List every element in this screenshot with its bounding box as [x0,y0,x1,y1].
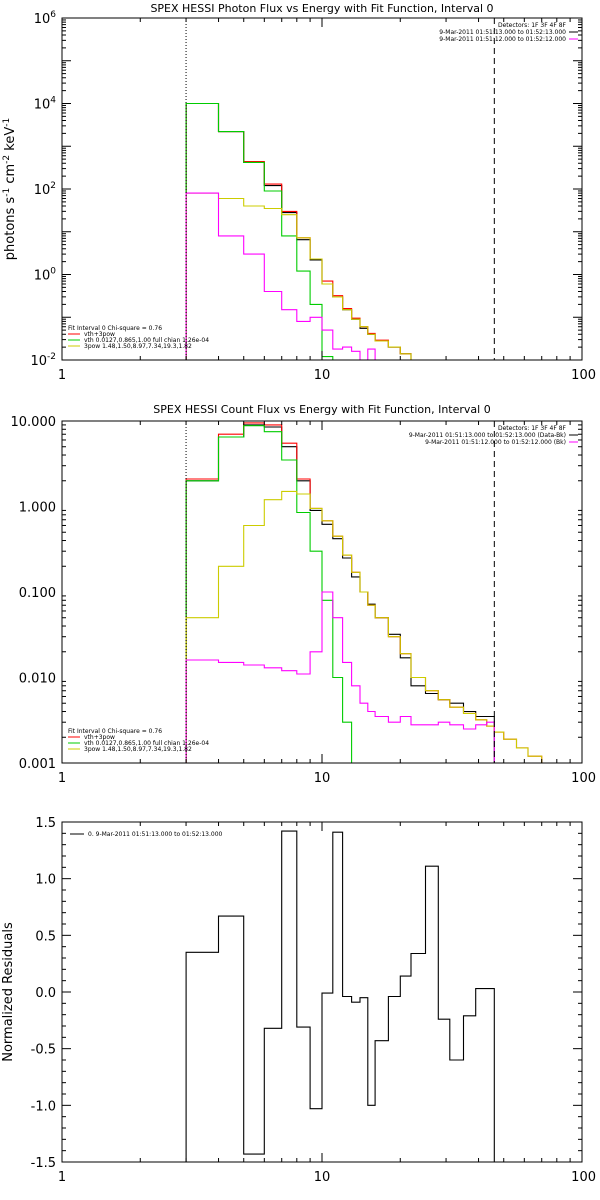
photon-flux-y-tick-label: 104 [34,96,57,113]
count-flux-legend-top-right-text: 9-Mar-2011 01:51:13.000 to 01:52:13.000 … [409,432,566,439]
count-flux-y-tick-label: 10.000 [11,415,57,430]
count-flux-x-tick-label: 100 [571,771,596,786]
photon-flux-legend-entry: vth+3pow [84,331,115,338]
count-flux-series [185,422,554,764]
photon-flux-xticks: 1 10 100 [58,18,596,383]
residuals-x-tick-label: 100 [571,1170,596,1185]
count-flux-x-tick-label: 1 [58,771,66,786]
residuals-x-tick-label: 1 [58,1170,66,1185]
photon-flux-x-tick-label: 10 [314,368,331,383]
count-flux-legend-top-right-text: 9-Mar-2011 01:51:12.000 to 01:52:12.000 … [425,439,566,446]
count-flux-y-tick-label: 0.100 [19,586,56,601]
residuals-yticks: 1.5 1.0 0.5 0.0 -0.5 -1.0 -1.5 [31,816,582,1171]
count-flux-yticks: 0.001 0.010 0.100 1.000 10.000 [11,415,582,772]
count-flux-legend-top-right: Detectors: 1F 3F 4F 8F9-Mar-2011 01:51:1… [409,425,578,446]
residuals-y-tick-label: -1.0 [31,1099,56,1114]
photon-flux-legend-top-right-text: 9-Mar-2011 01:51:12.000 to 01:52:12.000 [439,36,566,43]
photon-flux-vlines [185,18,495,360]
photon-flux-y-tick-label: 100 [34,267,57,284]
photon-flux-legend-entry: 3pow 1.48,1.50,8.97,7.34,19.3,1.82 [84,343,192,350]
photon-flux-legend-top-right-text: Detectors: 1F 3F 4F 8F [498,22,567,29]
photon-flux-legend-top-right-text: 9-Mar-2011 01:51:13.000 to 01:52:13.000 [439,29,566,36]
count-flux-y-tick-label: 0.010 [19,672,56,687]
count-flux-panel: SPEX HESSI Count Flux vs Energy with Fit… [11,403,597,786]
photon-flux-legend-entry: vth 0.0127,0.865,1.00 full chian 1.26e-0… [84,337,209,344]
residuals-panel: 1 10 100 1.5 1.0 0.5 0.0 -0.5 -1.0 -1.5 Normaliz… [1,816,596,1185]
photon-flux-legend-top-right: Detectors: 1F 3F 4F 8F9-Mar-2011 01:51:1… [439,22,578,43]
photon-flux-title: SPEX HESSI Photon Flux vs Energy with Fi… [150,2,493,15]
photon-flux-legend-title: Fit Interval 0 Chi-square = 0.76 [68,325,162,332]
residuals-series-0 [185,830,495,1162]
residuals-y-axis-label: Normalized Residuals [1,922,16,1062]
count-flux-title: SPEX HESSI Count Flux vs Energy with Fit… [153,403,490,416]
residuals-y-tick-label: 1.5 [35,816,56,831]
photon-flux-y-axis-label: photons s-1 cm-2 keV-1 [2,118,18,260]
residuals-y-tick-label: 0.0 [35,986,56,1001]
count-flux-series-4 [185,591,495,763]
photon-flux-x-tick-label: 100 [571,368,596,383]
count-flux-vlines [185,421,495,763]
count-flux-legend-entry: vth 0.0127,0.865,1.00 full chian 1.26e-0… [84,740,209,747]
count-flux-legend-entry: 3pow 1.48,1.50,8.97,7.34,19.3,1.82 [84,746,192,753]
residuals-y-tick-label: -1.5 [31,1156,56,1171]
photon-flux-y-tick-label: 10-2 [30,352,56,369]
residuals-series [185,830,495,1162]
count-flux-y-tick-label: 1.000 [19,501,56,516]
photon-flux-x-tick-label: 1 [58,368,66,383]
count-flux-xticks: 1 10 100 [58,421,596,786]
residuals-legend-top-left: 0. 9-Mar-2011 01:51:13.000 to 01:52:13.0… [70,831,223,838]
count-flux-legend-title: Fit Interval 0 Chi-square = 0.76 [68,728,162,735]
count-flux-y-tick-label: 0.001 [19,757,56,772]
photon-flux-y-tick-label: 106 [34,10,57,27]
photon-flux-legend-bottom-left: Fit Interval 0 Chi-square = 0.76vth+3pow… [68,325,209,350]
residuals-x-tick-label: 10 [314,1170,331,1185]
residuals-xticks: 1 10 100 [58,822,596,1185]
photon-flux-y-tick-label: 102 [34,181,56,198]
residuals-y-tick-label: 1.0 [35,873,56,888]
residuals-legend-entry: 0. 9-Mar-2011 01:51:13.000 to 01:52:13.0… [88,831,223,838]
residuals-y-tick-label: -0.5 [31,1043,56,1058]
residuals-y-tick-label: 0.5 [35,929,56,944]
photon-flux-yticks: 10-2 100 102 104 106 [30,10,582,369]
count-flux-legend-entry: vth+3pow [84,734,115,741]
count-flux-x-tick-label: 10 [314,771,331,786]
count-flux-series-2 [185,425,360,764]
photon-flux-panel: SPEX HESSI Photon Flux vs Energy with Fi… [2,2,596,383]
count-flux-legend-bottom-left: Fit Interval 0 Chi-square = 0.76vth+3pow… [68,728,209,753]
count-flux-legend-top-right-text: Detectors: 1F 3F 4F 8F [498,425,567,432]
